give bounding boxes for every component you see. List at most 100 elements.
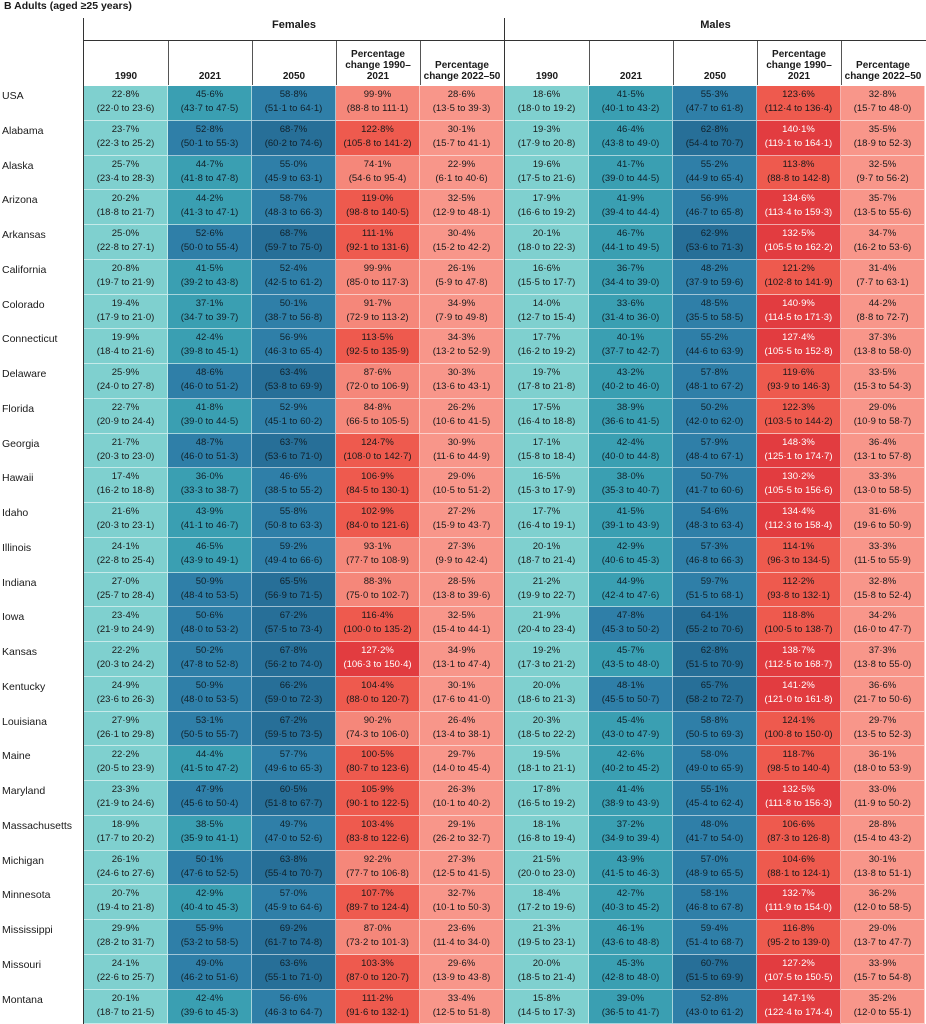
table-cell: 122·3% (103·5 to 144·2): [757, 398, 841, 434]
cell-value: 118·8%: [782, 610, 815, 622]
cell-value: 29·1%: [447, 818, 476, 830]
cell-value: 30·3%: [447, 367, 476, 378]
column-divider: [420, 40, 421, 85]
cell-uncertainty-interval: (96·3 to 134·5): [767, 554, 830, 566]
cell-value: 63·6%: [279, 957, 308, 969]
cell-uncertainty-interval: (21·9 to 24·6): [96, 798, 155, 809]
cell-value: 22·2%: [111, 645, 140, 656]
cell-uncertainty-interval: (53·6 to 71·3): [685, 242, 744, 253]
cell-uncertainty-interval: (88·8 to 142·8): [767, 172, 830, 184]
cell-uncertainty-interval: (53·8 to 69·9): [264, 381, 323, 392]
cell-uncertainty-interval: (100·5 to 138·7): [764, 624, 833, 636]
cell-value: 15·8%: [532, 992, 561, 1004]
table-cell: 60·7% (51·5 to 69·9): [673, 954, 757, 990]
table-cell: 20·1% (18·0 to 22·3): [505, 225, 589, 260]
table-cell: 107·7% (89·7 to 124·4): [336, 885, 420, 920]
table-cell: 34·7% (16·2 to 53·6): [841, 225, 925, 260]
cell-uncertainty-interval: (11·4 to 34·0): [433, 937, 490, 948]
table-row: Iowa 23·4% (21·9 to 24·9) 50·6% (48·0 to 53·…: [0, 607, 926, 642]
table-cell: 33·0% (11·9 to 50·2): [841, 781, 925, 816]
table-cell: 64·1% (55·2 to 70·6): [673, 607, 757, 642]
cell-uncertainty-interval: (18·9 to 52·3): [853, 137, 912, 149]
cell-uncertainty-interval: (20·3 to 24·2): [96, 659, 155, 670]
table-cell: 26·1% (5·9 to 47·8): [420, 259, 504, 295]
cell-value: 33·0%: [868, 784, 897, 795]
cell-uncertainty-interval: (13·5 to 52·3): [853, 728, 912, 740]
cell-value: 134·6%: [782, 193, 815, 205]
cell-uncertainty-interval: (66·5 to 105·5): [346, 415, 409, 427]
table-cell: 58·8% (51·1 to 64·1): [252, 86, 336, 121]
cell-value: 27·9%: [111, 714, 140, 726]
table-row: Maine 22·2% (20·5 to 23·9) 44·4% (41·5 to 47…: [0, 746, 926, 781]
table-cell: 58·0% (49·0 to 65·9): [673, 746, 757, 781]
cell-uncertainty-interval: (119·1 to 164·1): [764, 137, 833, 149]
cell-uncertainty-interval: (75·0 to 102·7): [346, 589, 409, 601]
table-cell: 113·5% (92·5 to 135·9): [336, 329, 420, 364]
cell-uncertainty-interval: (43·7 to 47·5): [180, 103, 239, 114]
table-cell: 132·5% (105·5 to 162·2): [757, 225, 841, 260]
cell-value: 14·0%: [532, 297, 561, 309]
cell-uncertainty-interval: (72·9 to 113·2): [346, 311, 409, 323]
cell-uncertainty-interval: (57·5 to 73·4): [264, 624, 323, 636]
cell-value: 132·5%: [782, 784, 815, 795]
table-cell: 24·1% (22·8 to 25·4): [84, 537, 168, 573]
cell-uncertainty-interval: (85·0 to 117·3): [346, 276, 409, 288]
table-cell: 104·6% (88·1 to 124·1): [757, 850, 841, 886]
cell-value: 63·8%: [279, 853, 308, 865]
table-cell: 69·2% (61·7 to 74·8): [252, 920, 336, 955]
cell-value: 36·2%: [868, 888, 897, 900]
cell-uncertainty-interval: (105·5 to 162·2): [764, 242, 833, 253]
cell-value: 92·2%: [363, 853, 392, 865]
cell-uncertainty-interval: (11·5 to 55·9): [854, 554, 911, 566]
cell-uncertainty-interval: (51·8 to 67·7): [264, 798, 323, 809]
cell-value: 21·9%: [532, 610, 561, 622]
cell-uncertainty-interval: (25·7 to 28·4): [96, 589, 155, 601]
table-cell: 20·0% (18·6 to 21·3): [505, 676, 589, 712]
cell-value: 19·7%: [532, 367, 561, 378]
cell-uncertainty-interval: (45·5 to 50·7): [601, 693, 660, 705]
cell-uncertainty-interval: (18·7 to 21·5): [96, 1006, 155, 1018]
cell-uncertainty-interval: (15·5 to 17·7): [517, 276, 576, 288]
cell-value: 52·8%: [195, 123, 224, 135]
table-cell: 50·6% (48·0 to 53·2): [168, 607, 252, 642]
state-name: Arizona: [2, 194, 38, 207]
cell-uncertainty-interval: (36·6 to 41·5): [601, 415, 660, 427]
cell-value: 67·2%: [279, 714, 308, 726]
cell-uncertainty-interval: (98·8 to 140·5): [346, 207, 409, 219]
cell-uncertainty-interval: (48·0 to 53·2): [180, 624, 239, 636]
state-name: Hawaii: [2, 472, 34, 485]
table-cell: 52·8% (43·0 to 61·2): [673, 989, 757, 1024]
cell-uncertainty-interval: (77·7 to 106·8): [346, 867, 409, 879]
cell-value: 26·2%: [447, 401, 476, 413]
cell-uncertainty-interval: (41·7 to 54·0): [685, 832, 744, 844]
table-cell: 56·9% (46·3 to 65·4): [252, 329, 336, 364]
cell-uncertainty-interval: (112·5 to 168·7): [764, 659, 833, 670]
table-cell: 17·5% (16·4 to 18·8): [505, 398, 589, 434]
cell-uncertainty-interval: (39·4 to 44·4): [601, 207, 660, 219]
table-row: Alabama 23·7% (22·3 to 25·2) 52·8% (50·1 to …: [0, 120, 926, 156]
cell-value: 57·8%: [700, 367, 729, 378]
cell-uncertainty-interval: (113·4 to 159·3): [764, 207, 833, 219]
cell-value: 32·8%: [868, 89, 897, 100]
cell-uncertainty-interval: (107·5 to 150·5): [764, 971, 833, 983]
cell-value: 58·1%: [700, 888, 729, 900]
column-header: Percentage change 2022–50: [844, 60, 922, 82]
table-cell: 26·4% (13·4 to 38·1): [420, 711, 504, 747]
table-row: Hawaii 17·4% (16·2 to 18·8) 36·0% (33·3 to 3…: [0, 468, 926, 503]
cell-value: 42·9%: [616, 540, 645, 552]
cell-uncertainty-interval: (38·5 to 55·2): [264, 485, 323, 497]
cell-uncertainty-interval: (45·9 to 63·1): [264, 172, 323, 184]
table-cell: 23·3% (21·9 to 24·6): [84, 781, 168, 816]
table-cell: 87·0% (73·2 to 101·3): [336, 920, 420, 955]
cell-uncertainty-interval: (43·0 to 47·9): [601, 728, 660, 740]
cell-value: 21·6%: [111, 506, 140, 517]
table-cell: 24·1% (22·6 to 25·7): [84, 954, 168, 990]
cell-value: 29·6%: [447, 957, 476, 969]
table-cell: 37·2% (34·9 to 39·4): [589, 815, 673, 851]
table-cell: 33·5% (15·3 to 54·3): [841, 364, 925, 399]
table-cell: 32·8% (15·8 to 52·4): [841, 572, 925, 608]
table-cell: 41·5% (39·1 to 43·9): [589, 503, 673, 538]
cell-value: 50·1%: [279, 297, 308, 309]
cell-value: 32·5%: [868, 158, 897, 170]
table-cell: 44·7% (41·8 to 47·8): [168, 155, 252, 191]
